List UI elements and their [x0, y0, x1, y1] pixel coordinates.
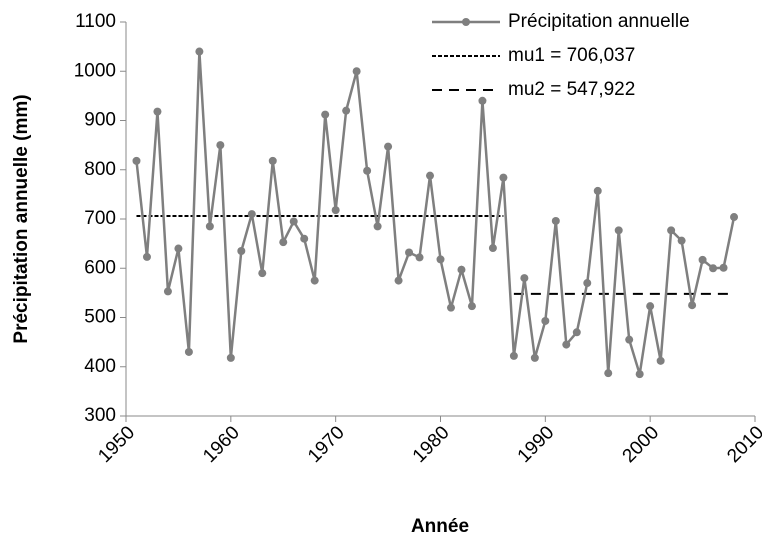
data-point — [625, 335, 634, 344]
data-point — [541, 316, 550, 325]
legend-marker — [462, 18, 470, 26]
data-point — [310, 276, 319, 285]
data-point — [677, 236, 686, 245]
data-point — [551, 216, 560, 225]
data-point — [142, 252, 151, 261]
data-point — [289, 217, 298, 226]
data-point — [635, 370, 644, 379]
data-point — [216, 141, 225, 150]
data-point — [394, 276, 403, 285]
data-point — [520, 274, 529, 283]
legend-label: mu2 = 547,922 — [508, 79, 635, 100]
data-point — [184, 347, 193, 356]
data-point — [373, 222, 382, 231]
data-point — [426, 171, 435, 180]
data-point — [331, 206, 340, 215]
data-point — [698, 255, 707, 264]
data-point — [583, 279, 592, 288]
legend-label: Précipitation annuelle — [508, 11, 690, 32]
data-point — [237, 247, 246, 256]
y-tick-label: 1000 — [74, 60, 116, 81]
x-tick-label: 1960 — [199, 422, 244, 467]
data-point — [646, 302, 655, 311]
data-point — [258, 269, 267, 278]
data-point — [205, 222, 214, 231]
data-point — [730, 213, 739, 222]
y-axis-title: Précipitation annuelle (mm) — [11, 94, 32, 343]
data-point — [268, 156, 277, 165]
x-tick-label: 1970 — [304, 422, 349, 467]
data-point — [132, 156, 141, 165]
data-point — [226, 353, 235, 362]
data-point — [562, 340, 571, 349]
data-point — [530, 353, 539, 362]
y-tick-label: 600 — [84, 257, 116, 278]
data-point — [467, 302, 476, 311]
y-tick-label: 500 — [84, 307, 116, 328]
x-axis-title: Année — [411, 516, 469, 537]
data-point — [415, 253, 424, 262]
data-point — [363, 166, 372, 175]
data-point — [457, 265, 466, 274]
data-point — [352, 67, 361, 76]
data-point — [656, 356, 665, 365]
data-point — [174, 244, 183, 253]
data-line — [135, 51, 736, 375]
data-point — [405, 248, 414, 257]
data-point — [509, 351, 518, 360]
data-point — [321, 110, 330, 119]
data-point — [163, 287, 172, 296]
data-point — [478, 96, 487, 105]
data-point — [488, 244, 497, 253]
x-tick-label: 1990 — [514, 422, 559, 467]
data-point — [719, 263, 728, 272]
x-tick-label: 1950 — [94, 422, 139, 467]
data-point — [593, 186, 602, 195]
data-point — [667, 226, 676, 235]
data-point — [384, 142, 393, 151]
y-tick-label: 400 — [84, 356, 116, 377]
data-point — [279, 238, 288, 247]
y-tick-label: 900 — [84, 110, 116, 131]
y-tick-label: 1100 — [75, 11, 116, 32]
data-point — [247, 210, 256, 219]
x-tick-label: 2000 — [619, 422, 664, 467]
data-point — [342, 106, 351, 115]
y-tick-label: 300 — [84, 405, 116, 426]
data-point — [300, 234, 309, 243]
data-point — [604, 369, 613, 378]
data-point — [153, 107, 162, 116]
data-point — [572, 328, 581, 337]
x-tick-label: 1980 — [409, 422, 454, 467]
data-point — [614, 226, 623, 235]
data-point — [436, 255, 445, 264]
legend-label: mu1 = 706,037 — [508, 45, 635, 66]
data-point — [709, 264, 718, 273]
y-tick-label: 700 — [84, 208, 116, 229]
y-tick-label: 800 — [84, 159, 116, 180]
data-point — [499, 173, 508, 182]
data-point — [195, 47, 204, 56]
data-point — [688, 301, 697, 310]
data-point — [446, 303, 455, 312]
x-tick-label: 2010 — [723, 422, 762, 467]
